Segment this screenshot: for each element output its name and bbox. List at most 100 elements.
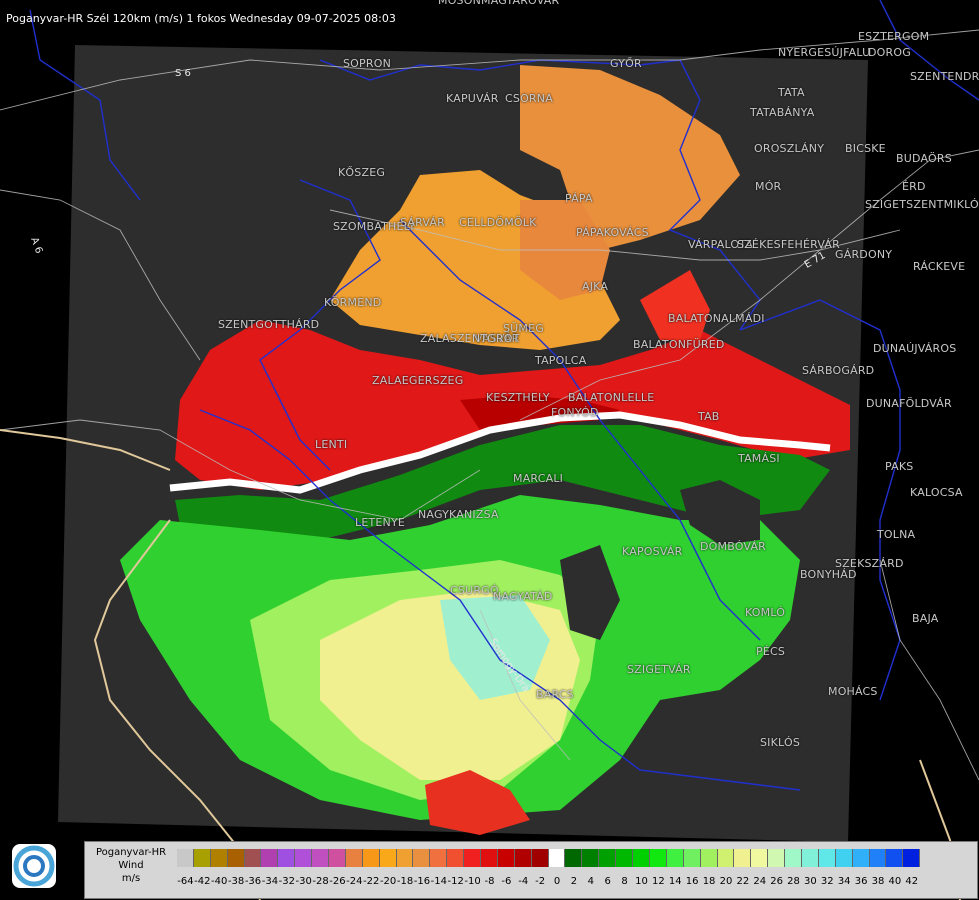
legend-quantity: Wind <box>118 860 144 871</box>
echo-darkgreen <box>175 425 830 540</box>
city-label: DOROG <box>868 46 911 59</box>
legend-tick: 24 <box>753 876 767 887</box>
city-label: SZEKSZÁRD <box>835 557 904 570</box>
city-label: SZIGETSZENTMIKLÓS <box>865 198 979 211</box>
city-label: KAPOSVÁR <box>622 545 683 558</box>
legend-tick: -36 <box>244 876 262 887</box>
legend-swatch <box>582 849 600 867</box>
legend-swatch <box>379 849 397 867</box>
city-label: VASVÁR <box>475 332 520 345</box>
legend-tick: -34 <box>261 876 279 887</box>
legend-swatch <box>869 849 887 867</box>
legend-swatch <box>396 849 414 867</box>
legend-swatch <box>633 849 650 867</box>
legend-swatch <box>345 849 363 867</box>
legend-tick: -40 <box>211 876 228 887</box>
city-label: DUNAFÖLDVÁR <box>866 397 952 410</box>
legend-swatch <box>548 849 566 867</box>
legend-tick: -38 <box>227 876 245 887</box>
city-label: FONYÓD <box>551 406 599 419</box>
legend-swatch <box>177 849 194 867</box>
city-label: MÓR <box>755 180 782 193</box>
legend-label: Poganyvar-HR Wind m/s <box>85 842 177 885</box>
city-label: DUNAÚJVÁROS <box>873 342 957 355</box>
city-label: ZALAEGERSZEG <box>372 374 464 387</box>
city-label: SZOMBATHELY <box>333 220 416 233</box>
legend-swatch <box>430 849 448 867</box>
legend-swatch <box>599 849 617 867</box>
echo-darkred <box>460 395 620 430</box>
city-label: PÉCS <box>756 645 786 658</box>
legend-swatch <box>565 849 583 867</box>
city-label: MARCALI <box>513 472 564 485</box>
city-label: SZIGETVÁR <box>627 663 691 676</box>
legend-tick: -4 <box>518 876 529 887</box>
legend-tick: 0 <box>553 876 561 887</box>
legend-unit: m/s <box>121 873 141 884</box>
legend-swatch <box>683 849 701 867</box>
legend-swatch <box>531 849 549 867</box>
legend-tick: 30 <box>804 876 817 887</box>
city-label: PÁPA <box>565 192 593 205</box>
legend-swatch <box>818 849 836 867</box>
legend-swatch <box>447 849 465 867</box>
legend-swatch <box>666 849 684 867</box>
echo-zero-line <box>169 411 831 494</box>
legend-swatch <box>903 849 921 867</box>
legend-swatch <box>278 849 296 867</box>
road-network <box>0 29 979 781</box>
city-label: LETENYE <box>355 516 406 529</box>
color-legend: Poganyvar-HR Wind m/s -64 -42 -40 -38 -36 -34… <box>84 841 978 899</box>
city-label: BAJA <box>912 612 939 625</box>
legend-swatch <box>464 849 482 867</box>
legend-tick: 8 <box>621 876 628 887</box>
city-label: BONYHÁD <box>800 568 857 581</box>
city-label: CSORNA <box>505 92 553 105</box>
legend-tick: -6 <box>501 876 512 887</box>
city-label: TAMÁSI <box>738 452 780 465</box>
org-logo-icon <box>12 844 56 888</box>
legend-tick: -14 <box>430 876 447 887</box>
city-label: BALATONLELLE <box>568 391 655 404</box>
city-label: PAKS <box>885 460 914 473</box>
city-label: KŐSZEG <box>338 166 386 179</box>
legend-tick: -2 <box>535 876 546 887</box>
legend-tick: -10 <box>464 876 481 887</box>
legend-tick: -8 <box>484 876 495 887</box>
city-label: ZALASZENTGRÓT <box>420 332 520 345</box>
legend-tick: -16 <box>413 876 431 887</box>
legend-name: Poganyvar-HR <box>95 847 167 858</box>
legend-tick: -32 <box>278 876 295 887</box>
city-label: SIKLÓS <box>760 736 801 749</box>
legend-tick: -26 <box>329 876 346 887</box>
echo-south-red <box>425 770 530 835</box>
city-label: PÁPAKOVÁCS <box>576 226 649 239</box>
city-label: SZENTENDRE <box>910 70 979 83</box>
legend-tick: -20 <box>379 876 397 887</box>
city-label: BALATONALMÁDI <box>668 312 765 325</box>
echo-cyan <box>440 595 550 700</box>
city-label: MOHÁCS <box>828 685 878 698</box>
county-borders <box>29 0 979 791</box>
legend-swatch <box>193 849 211 867</box>
city-label: KESZTHELY <box>486 391 550 404</box>
legend-swatch <box>210 849 228 867</box>
legend-swatch <box>295 849 313 867</box>
legend-tick: 4 <box>587 876 594 887</box>
legend-tick: 10 <box>635 876 648 887</box>
legend-swatch <box>768 849 786 867</box>
legend-tick: 18 <box>702 876 716 887</box>
city-label: BUDAÖRS <box>896 152 952 165</box>
city-label: CELLDÖMÖLK <box>459 216 537 229</box>
legend-tick: 20 <box>719 876 733 887</box>
city-label: OROSZLÁNY <box>754 142 825 155</box>
city-label: VÁRPALOTA <box>688 238 754 251</box>
city-label: AJKA <box>582 280 609 293</box>
city-label: LENTI <box>315 438 348 451</box>
city-label: TATABÁNYA <box>750 106 815 119</box>
legend-tick: 40 <box>888 876 902 887</box>
city-label: CSURGÓ <box>450 584 499 597</box>
city-label: SZÉKESFEHÉRVÁR <box>737 238 840 251</box>
city-label: MOSONMAGYARÓVÁR <box>438 0 560 7</box>
city-label: ÉRD <box>902 180 926 193</box>
